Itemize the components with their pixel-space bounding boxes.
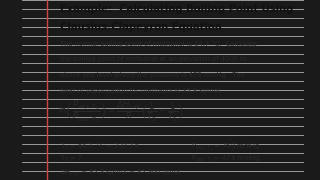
- Text: T$_2$ = ?: T$_2$ = ?: [60, 154, 83, 164]
- Text: heat of vaporization for methanol is 35.3 kJ/mol.: heat of vaporization for methanol is 35.…: [60, 88, 222, 94]
- Text: T$_1$ = 64.7 $^\circ$C = 337.7 K: T$_1$ = 64.7 $^\circ$C = 337.7 K: [60, 141, 142, 152]
- Text: $\mathrm{ln}\left(\dfrac{P_{vap,T_1}}{P_{vap,T_2}}\right) = \dfrac{\Delta H_{vap: $\mathrm{ln}\left(\dfrac{P_{vap,T_1}}{P_…: [58, 98, 184, 124]
- Text: P$_{vap,T_2}$ = 478 mmHg: P$_{vap,T_2}$ = 478 mmHg: [191, 154, 261, 165]
- Text: Clausius-Clapeyron Equation: Clausius-Clapeyron Equation: [60, 22, 222, 33]
- Text: Example:  Calculating Boiling Point Using: Example: Calculating Boiling Point Using: [60, 4, 294, 15]
- Text: above sea level where the pressure is 478 mmHg.  The: above sea level where the pressure is 47…: [60, 72, 245, 78]
- Text: $\Delta$H$_{vap}$ = 35.3 kJ/mol = 35,300 J/mol: $\Delta$H$_{vap}$ = 35.3 kJ/mol = 35,300…: [60, 167, 181, 179]
- Text: the boiling point of methanol at an elevation of 4000 m: the boiling point of methanol at an elev…: [60, 56, 247, 62]
- Text: The normal boiling point of methanol is 64.7 °C.  Calculate: The normal boiling point of methanol is …: [60, 40, 257, 47]
- Text: P$_{vap,T_1}$ = 760 mmHg: P$_{vap,T_1}$ = 760 mmHg: [191, 141, 261, 153]
